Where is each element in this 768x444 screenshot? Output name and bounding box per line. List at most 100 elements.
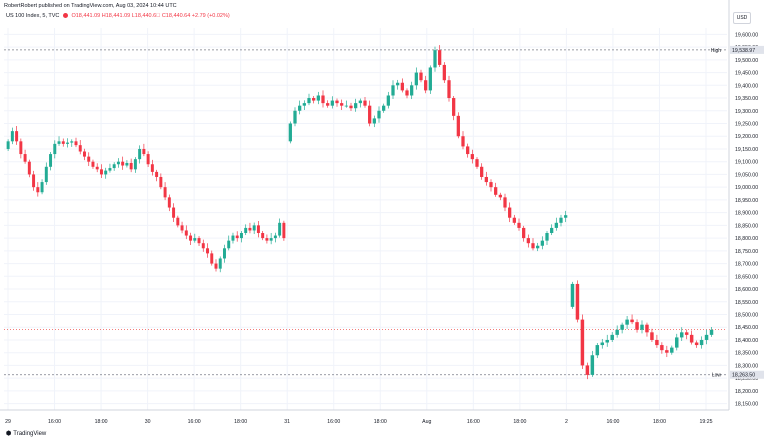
symbol-name: US 100 Index, 5, TVC [6, 13, 60, 19]
candle-body [704, 334, 709, 340]
candle-body [129, 162, 133, 170]
candle-body [335, 100, 339, 104]
candle-body [368, 105, 372, 124]
candle-body [372, 118, 376, 124]
candle-body [382, 105, 386, 111]
x-tick-label: 18:00 [653, 419, 666, 425]
candle-body [433, 50, 437, 68]
y-tick-label: 18,350.00 [735, 351, 758, 357]
y-tick-label: 18,150.00 [735, 402, 758, 408]
candle-body [660, 345, 664, 351]
candle-body [540, 240, 544, 246]
y-tick-label: 19,500.00 [735, 58, 758, 64]
candle-body [615, 329, 619, 335]
candle-body [218, 258, 222, 269]
candle-body [508, 207, 512, 218]
y-tick-label: 18,900.00 [735, 211, 758, 217]
candle-body [312, 98, 316, 101]
candle-body [125, 162, 129, 166]
y-tick-label: 19,200.00 [735, 134, 758, 140]
candle-body [87, 156, 91, 162]
candle-body [248, 227, 252, 231]
candle-body [396, 82, 400, 86]
candle-body [99, 169, 103, 175]
candle-body [605, 339, 609, 343]
candle-body [452, 98, 456, 116]
candle-body [447, 80, 451, 99]
candle-body [172, 207, 176, 218]
candle-body [570, 283, 575, 307]
candle-body [150, 164, 154, 172]
candle-body [554, 222, 558, 228]
y-tick-label: 19,150.00 [735, 147, 758, 153]
candle-body [61, 141, 65, 144]
candle-body [206, 248, 209, 254]
candle-body [386, 95, 390, 106]
candle-body [282, 222, 286, 239]
x-tick-label: 18:00 [234, 419, 247, 425]
candle-body [32, 174, 36, 188]
candle-body [167, 197, 171, 208]
x-tick-label: 16:00 [327, 419, 340, 425]
candle-body [694, 342, 699, 346]
candle-body [40, 182, 44, 193]
low-value: 18,263.50 [732, 373, 755, 379]
candle-body [78, 145, 82, 152]
y-tick-label: 18,500.00 [735, 313, 758, 319]
candle-body [53, 143, 57, 155]
candle-body [307, 98, 311, 104]
candle-body [675, 337, 679, 348]
candle-body [625, 319, 629, 325]
candle-body [70, 141, 74, 143]
x-tick-label: 31 [284, 419, 290, 425]
y-tick-label: 18,300.00 [735, 363, 758, 369]
candle-body [498, 194, 502, 198]
y-tick-label: 18,250.00 [735, 376, 758, 382]
candle-body [44, 166, 48, 183]
candle-body [428, 67, 432, 91]
candle-body [83, 151, 86, 157]
x-tick-label: 2 [565, 419, 568, 425]
candle-body [461, 136, 465, 147]
market-status-icon [62, 13, 68, 18]
candle-body [391, 85, 395, 96]
x-tick-label: 30 [145, 419, 151, 425]
candle-body [278, 222, 282, 236]
x-tick-label: 16:00 [188, 419, 201, 425]
candle-body [526, 238, 530, 244]
high-value-box [730, 45, 764, 54]
x-tick-label: Aug [422, 419, 431, 425]
candle-body [363, 100, 367, 106]
candle-body [265, 238, 269, 241]
candle-body [252, 225, 256, 231]
candle-body [559, 217, 563, 223]
candle-body [197, 238, 201, 244]
candle-body [330, 100, 334, 106]
candle-body [424, 80, 428, 91]
candle-body [442, 64, 446, 81]
candle-body [512, 217, 516, 223]
candle-body [689, 334, 694, 343]
candle-body [189, 235, 193, 241]
candle-body [580, 319, 585, 366]
y-tick-label: 19,350.00 [735, 96, 758, 102]
candle-body [665, 350, 669, 353]
candle-body [620, 324, 624, 330]
candle-body [545, 233, 549, 241]
candle-body [400, 82, 404, 91]
candle-body [57, 141, 61, 144]
low-value-box [730, 370, 764, 379]
y-tick-label: 19,050.00 [735, 172, 758, 178]
candle-body [66, 142, 69, 144]
candle-body [575, 283, 580, 320]
candle-body [95, 166, 99, 170]
candle-body [235, 235, 239, 239]
candle-body [116, 161, 120, 165]
y-tick-label: 19,000.00 [735, 185, 758, 191]
candle-body [684, 332, 689, 335]
currency-button[interactable]: USD [733, 12, 751, 24]
candle-body [6, 141, 10, 149]
candle-body [635, 322, 639, 330]
candle-body [23, 154, 27, 162]
